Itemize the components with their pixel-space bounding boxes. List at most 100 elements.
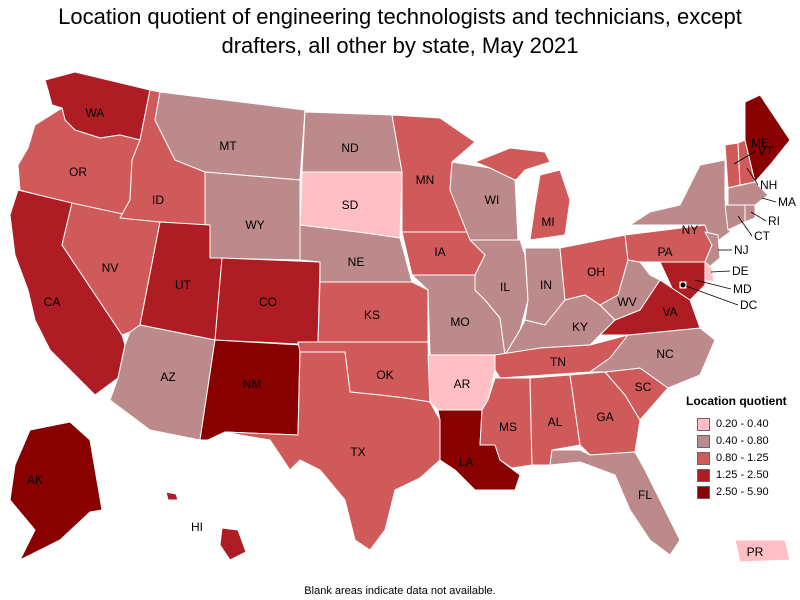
state-label-NC: NC (656, 347, 674, 361)
title-line-1: Location quotient of engineering technol… (58, 4, 742, 29)
state-TX[interactable] (224, 351, 441, 551)
leader-line-DC (682, 284, 739, 306)
state-label-NJ: NJ (734, 243, 749, 257)
state-label-MD: MD (733, 282, 752, 296)
state-label-IL: IL (500, 280, 510, 294)
state-label-WV: WV (617, 295, 636, 309)
legend-swatch (697, 434, 710, 448)
state-label-MA: MA (778, 195, 796, 209)
state-label-ND: ND (341, 141, 359, 155)
leader-line-CT (737, 215, 753, 237)
state-label-MT: MT (219, 139, 237, 153)
state-label-NY: NY (682, 223, 699, 237)
state-label-ME: ME (751, 136, 769, 150)
legend-swatch (697, 468, 710, 482)
state-label-DE: DE (732, 264, 749, 278)
state-label-SC: SC (635, 380, 652, 394)
state-label-KY: KY (572, 320, 588, 334)
state-MI-lower[interactable] (529, 169, 571, 241)
state-label-PR: PR (747, 545, 764, 559)
state-label-OH: OH (587, 265, 605, 279)
state-label-TN: TN (550, 355, 566, 369)
state-label-NE: NE (348, 255, 365, 269)
state-label-NM: NM (243, 377, 262, 391)
state-label-WY: WY (245, 218, 264, 232)
state-label-RI: RI (768, 214, 780, 228)
state-label-MO: MO (450, 315, 469, 329)
state-label-LA: LA (459, 455, 474, 469)
legend-item: 0.40 - 0.80 (686, 433, 796, 449)
legend-item: 0.80 - 1.25 (686, 450, 796, 466)
footer-note: Blank areas indicate data not available. (304, 585, 496, 597)
state-KS[interactable] (317, 281, 429, 343)
state-CT[interactable] (724, 204, 746, 231)
leader-line-MA (761, 197, 777, 203)
state-label-WA: WA (86, 106, 105, 120)
state-MA[interactable] (727, 181, 769, 206)
state-AK[interactable] (9, 421, 103, 561)
state-label-PA: PA (657, 245, 672, 259)
legend-swatch (697, 417, 710, 431)
state-IL[interactable] (469, 239, 529, 356)
legend-label: 1.25 - 2.50 (716, 469, 769, 481)
state-label-MN: MN (416, 173, 435, 187)
legend-item: 2.50 - 5.90 (686, 484, 796, 500)
state-label-FL: FL (638, 488, 652, 502)
state-label-KS: KS (364, 308, 380, 322)
leader-line-VT (733, 150, 757, 165)
state-label-OR: OR (69, 165, 87, 179)
state-label-DC: DC (740, 298, 758, 312)
state-label-VT: VT (758, 144, 774, 158)
state-label-MI: MI (541, 215, 554, 229)
state-label-OK: OK (376, 368, 393, 382)
leader-line-RI (750, 211, 767, 222)
legend-label: 0.40 - 0.80 (716, 435, 769, 447)
state-label-NH: NH (760, 178, 777, 192)
legend-label: 2.50 - 5.90 (716, 486, 769, 498)
legend-label: 0.20 - 0.40 (716, 418, 769, 430)
state-label-ID: ID (152, 193, 164, 207)
legend-item: 0.20 - 0.40 (686, 416, 796, 432)
state-PR[interactable] (734, 539, 791, 563)
state-HI[interactable] (219, 527, 247, 561)
state-label-TX: TX (350, 445, 365, 459)
state-ME[interactable] (744, 94, 791, 183)
state-FL[interactable] (549, 449, 681, 556)
state-label-NV: NV (102, 261, 119, 275)
state-MD[interactable] (659, 261, 706, 301)
state-label-WI: WI (485, 193, 500, 207)
state-label-UT: UT (175, 278, 192, 292)
legend-swatch (697, 485, 710, 499)
legend: Location quotient 0.20 - 0.40 0.40 - 0.80… (686, 394, 796, 501)
state-label-GA: GA (596, 410, 613, 424)
state-label-AK: AK (27, 473, 43, 487)
legend-label: 0.80 - 1.25 (716, 452, 769, 464)
state-label-VA: VA (662, 305, 677, 319)
state-label-CT: CT (754, 229, 771, 243)
state-label-IN: IN (540, 278, 552, 292)
state-label-AZ: AZ (160, 370, 175, 384)
state-WV[interactable] (599, 259, 661, 321)
state-HI-small-islands[interactable] (165, 491, 179, 501)
legend-swatch (697, 451, 710, 465)
state-label-CO: CO (259, 295, 277, 309)
state-label-CA: CA (44, 295, 61, 309)
state-NC[interactable] (589, 327, 716, 389)
state-label-HI: HI (191, 520, 203, 534)
leader-line-NH (746, 167, 759, 186)
state-label-AR: AR (454, 377, 471, 391)
chart-title: Location quotient of engineering technol… (0, 2, 800, 60)
leader-line-DE (710, 270, 731, 273)
state-RI[interactable] (744, 204, 756, 223)
state-WY[interactable] (204, 171, 301, 261)
dc-marker (679, 281, 687, 289)
title-line-2: drafters, all other by state, May 2021 (221, 33, 579, 58)
legend-item: 1.25 - 2.50 (686, 467, 796, 483)
state-MI[interactable] (474, 147, 551, 181)
legend-title: Location quotient (686, 394, 787, 408)
state-label-AL: AL (548, 415, 563, 429)
state-VT[interactable] (724, 142, 741, 189)
leader-line-MD (694, 279, 732, 290)
state-label-IA: IA (434, 245, 445, 259)
